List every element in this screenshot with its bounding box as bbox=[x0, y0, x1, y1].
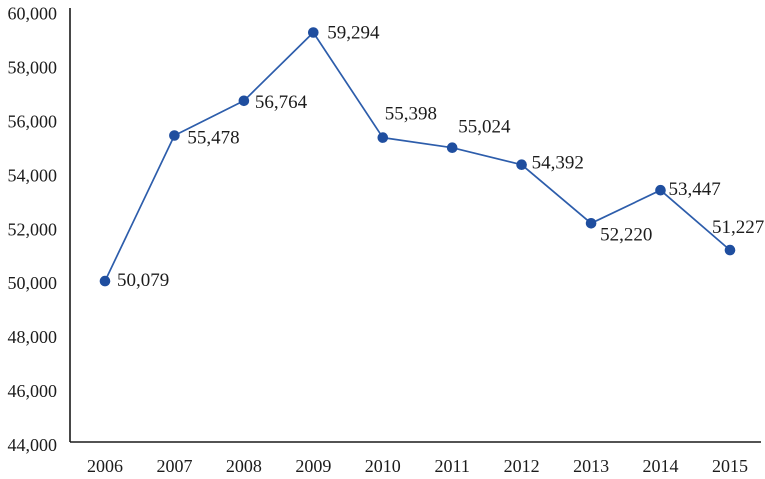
data-point-label: 55,024 bbox=[458, 117, 511, 138]
y-tick-label: 60,000 bbox=[8, 4, 58, 24]
x-tick-label: 2010 bbox=[365, 456, 401, 476]
y-tick-label: 52,000 bbox=[8, 219, 58, 239]
y-tick-label: 54,000 bbox=[8, 165, 58, 185]
data-point-marker bbox=[655, 184, 666, 196]
data-point-marker bbox=[377, 132, 389, 143]
x-tick-label: 2011 bbox=[435, 456, 470, 476]
data-point-label: 51,227 bbox=[712, 217, 764, 238]
data-point-marker bbox=[169, 130, 180, 141]
x-tick-label: 2008 bbox=[226, 456, 262, 476]
data-point-marker bbox=[99, 275, 111, 287]
data-point-label: 50,079 bbox=[117, 270, 169, 291]
data-series-line bbox=[104, 31, 731, 282]
x-tick-label: 2013 bbox=[573, 456, 609, 476]
data-point-label: 56,764 bbox=[255, 92, 308, 113]
data-point-marker bbox=[238, 95, 250, 107]
y-tick-label: 44,000 bbox=[8, 435, 58, 455]
data-point-label: 53,447 bbox=[669, 179, 721, 200]
x-tick-label: 2006 bbox=[87, 456, 123, 476]
y-tick-label: 48,000 bbox=[8, 327, 58, 347]
data-point-marker bbox=[308, 27, 319, 38]
x-tick-label: 2012 bbox=[504, 456, 540, 476]
y-tick-label: 46,000 bbox=[8, 381, 58, 401]
data-point-label: 52,220 bbox=[600, 224, 652, 245]
data-point-label: 54,392 bbox=[532, 153, 584, 174]
x-tick-label: 2009 bbox=[295, 456, 331, 476]
data-point-marker bbox=[516, 159, 527, 170]
y-tick-label: 56,000 bbox=[8, 111, 58, 131]
data-point-marker bbox=[446, 142, 458, 153]
x-tick-label: 2007 bbox=[156, 456, 192, 476]
y-tick-label: 58,000 bbox=[8, 57, 58, 77]
data-point-label: 55,478 bbox=[187, 128, 239, 149]
y-tick-label: 50,000 bbox=[8, 273, 58, 293]
data-point-marker bbox=[585, 218, 597, 229]
data-point-label: 59,294 bbox=[327, 23, 380, 44]
data-point-label: 55,398 bbox=[385, 104, 437, 125]
x-tick-label: 2015 bbox=[712, 456, 748, 476]
data-point-marker bbox=[724, 244, 736, 256]
x-tick-label: 2014 bbox=[643, 456, 679, 476]
